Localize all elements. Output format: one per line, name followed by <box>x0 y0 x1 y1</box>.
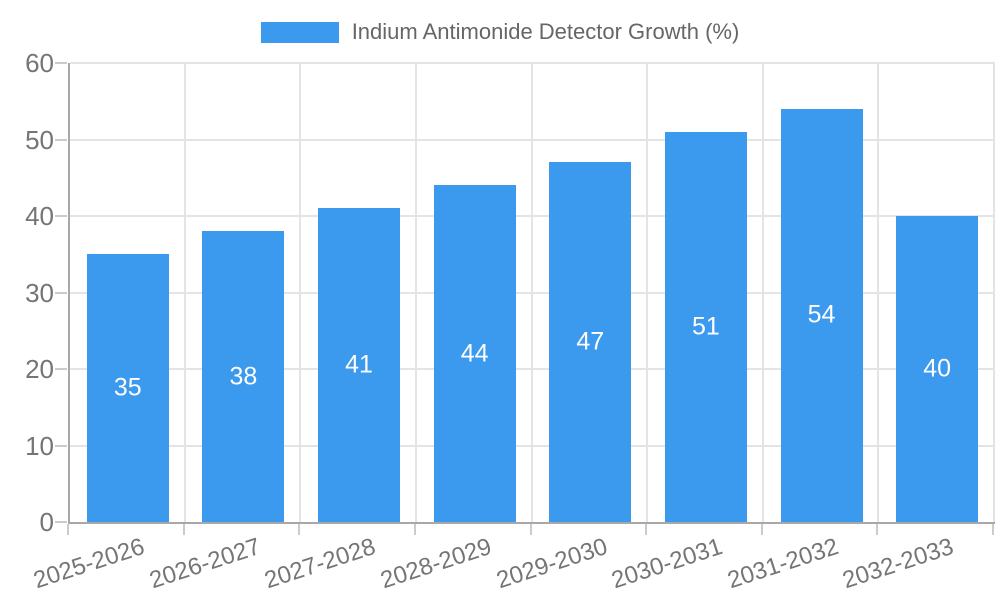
y-axis-tick-label: 10 <box>25 430 54 461</box>
x-gridline <box>761 63 764 522</box>
y-gridline <box>70 62 995 64</box>
bar[interactable] <box>433 185 516 522</box>
x-axis-tick-label: 2027-2028 <box>261 533 380 595</box>
x-gridline <box>993 63 995 522</box>
x-axis-tick-label: 2026-2027 <box>145 533 264 595</box>
y-axis-tick <box>55 291 67 294</box>
y-axis-tick <box>55 62 67 64</box>
bar[interactable] <box>896 216 979 522</box>
x-axis-tick <box>67 524 69 535</box>
y-axis-tick-label: 30 <box>25 277 54 308</box>
y-axis-tick-label: 50 <box>25 124 54 155</box>
y-gridline <box>70 368 995 370</box>
y-axis-tick-label: 40 <box>25 201 54 231</box>
x-axis-tick-label: 2032-2033 <box>839 533 958 595</box>
x-axis-tick <box>529 524 532 535</box>
x-axis-tick <box>182 524 185 535</box>
bar-value-label: 40 <box>923 354 952 383</box>
bar[interactable] <box>549 162 632 522</box>
x-axis-tick <box>645 524 648 535</box>
x-axis-tick <box>876 524 879 535</box>
y-gridline <box>70 138 995 141</box>
x-gridline <box>299 63 302 522</box>
y-axis-tick-label: 20 <box>25 354 54 384</box>
x-axis-tick <box>992 524 994 535</box>
bar-value-label: 44 <box>460 339 489 368</box>
x-gridline <box>183 63 186 522</box>
x-axis-tick-label: 2025-2026 <box>30 533 148 595</box>
bar-value-label: 38 <box>229 362 258 391</box>
bar[interactable] <box>664 131 747 522</box>
bar[interactable] <box>318 208 401 522</box>
y-axis-tick <box>55 521 67 523</box>
y-axis-tick-label: 0 <box>39 507 54 537</box>
bar-value-label: 54 <box>807 300 836 329</box>
bar[interactable] <box>86 254 169 522</box>
bar-value-label: 51 <box>692 312 720 341</box>
legend: Indium Antimonide Detector Growth (%) <box>0 20 1000 44</box>
x-axis-tick <box>760 524 763 535</box>
bar[interactable] <box>780 108 863 522</box>
x-axis-tick-label: 2030-2031 <box>608 533 726 595</box>
y-axis-tick <box>55 368 67 370</box>
plot-area: 35 38 41 44 47 51 54 40 <box>68 62 995 524</box>
y-axis-tick <box>55 215 67 217</box>
x-gridline <box>877 63 880 522</box>
y-axis-tick <box>55 444 67 447</box>
x-axis-tick <box>298 524 301 535</box>
legend-item[interactable]: Indium Antimonide Detector Growth (%) <box>260 19 740 44</box>
y-axis-tick <box>55 138 67 141</box>
bar[interactable] <box>202 231 285 522</box>
legend-label: Indium Antimonide Detector Growth (%) <box>351 19 740 44</box>
y-gridline <box>70 215 995 217</box>
y-gridline <box>70 291 995 294</box>
x-gridline <box>530 63 533 522</box>
x-gridline <box>646 63 649 522</box>
bar-value-label: 35 <box>113 373 142 402</box>
legend-swatch-icon <box>260 21 339 43</box>
x-axis-tick <box>413 524 416 535</box>
bar-value-label: 47 <box>576 327 605 356</box>
y-axis-tick-label: 60 <box>25 48 54 78</box>
x-axis-tick-label: 2031-2032 <box>724 533 842 595</box>
x-axis-tick-label: 2028-2029 <box>377 533 495 595</box>
x-axis-tick-label: 2029-2030 <box>492 533 611 595</box>
bar-value-label: 41 <box>345 350 373 379</box>
y-gridline <box>70 444 995 447</box>
x-gridline <box>414 63 417 522</box>
